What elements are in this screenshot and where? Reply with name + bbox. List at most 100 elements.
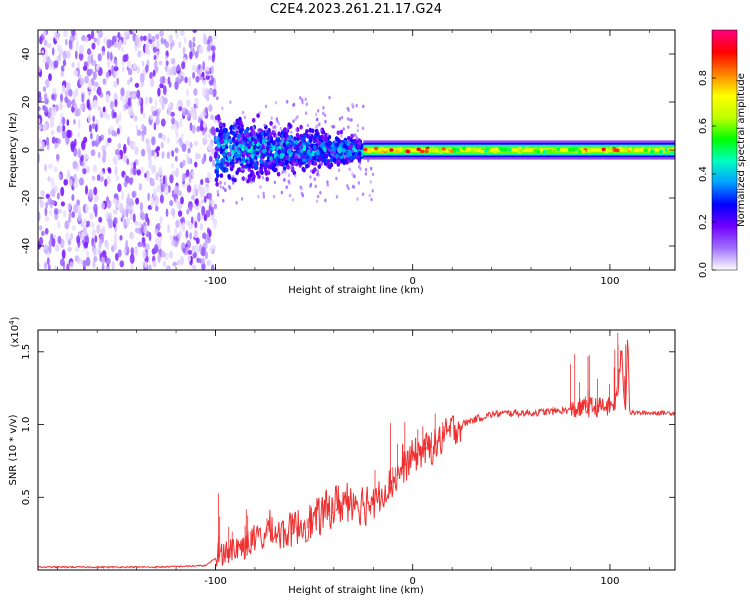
spectrogram-cell (153, 54, 157, 61)
spectrogram-cell (43, 93, 48, 102)
spectrogram-cell (359, 167, 362, 171)
spectrogram-cell (101, 263, 105, 270)
spectrogram-cell (86, 48, 92, 55)
spectrogram-cell (63, 30, 68, 38)
spectrogram-cell (371, 172, 375, 177)
spectrogram-cell (100, 175, 104, 182)
spectrogram-cell (309, 161, 312, 166)
spectrogram-cell (77, 118, 81, 129)
spectrogram-cell (192, 111, 196, 118)
spectrogram-cell (50, 177, 55, 188)
spectrogram-cell (94, 99, 98, 108)
spectrogram-cell (88, 68, 94, 75)
spectrogram-cell (316, 150, 320, 156)
spectrogram-cell (239, 129, 243, 134)
spectrogram-cell (499, 148, 504, 152)
spectrogram-cell (151, 35, 156, 43)
spectrogram-cell (166, 137, 170, 144)
colorbar-tick-label: 0.0 (698, 262, 709, 278)
snr-multiplier-exp: 4 (8, 320, 16, 325)
spectrogram-cell (517, 150, 522, 154)
spectrogram-cell (184, 76, 188, 84)
spectrogram-cell (56, 44, 62, 53)
spectrogram-cell (112, 155, 118, 165)
spectrogram-cell (210, 206, 214, 216)
spectrogram-cell (38, 106, 41, 112)
spectrogram-cell (113, 42, 119, 48)
spectrogram-cell (316, 139, 320, 145)
spectrogram-cell (282, 137, 285, 141)
spectrogram-cell (93, 241, 96, 248)
spectrogram-cell (129, 253, 135, 264)
spectrogram-cell (235, 141, 239, 147)
spectrogram-cell (106, 266, 110, 270)
spectrogram-cell (159, 96, 164, 104)
spectrogram-cell (45, 193, 50, 199)
spectrogram-cell (146, 217, 150, 227)
spectrogram-cell (268, 164, 273, 170)
spectrogram-cell (106, 39, 112, 49)
spectrogram-cell (175, 198, 179, 206)
spectrogram-cell (152, 69, 156, 77)
spectrogram-cell (64, 96, 69, 103)
spectrogram-cell (138, 183, 143, 191)
spectrogram-cell (160, 37, 165, 45)
spectrogram-cell (189, 122, 193, 132)
spectrogram-cell (305, 102, 308, 106)
spectrogram-cell (213, 83, 217, 90)
spectrogram-cell (141, 132, 145, 142)
spectrogram-cell (269, 160, 272, 164)
spectrogram-cell (483, 148, 488, 153)
spectrogram-cell (126, 217, 131, 226)
spectrogram-cell (38, 262, 41, 270)
spectrogram-cell (371, 189, 374, 193)
spectrogram-cell (293, 162, 296, 167)
spectrogram-cell (269, 156, 273, 162)
spectrogram-cell (306, 134, 311, 139)
spectrogram-cell (45, 201, 49, 209)
spectrogram-cell (324, 136, 328, 142)
spectrogram-cell (51, 47, 55, 56)
spectrogram-cell (79, 44, 84, 55)
spectrogram-cell (94, 123, 98, 133)
spectrogram-cell (328, 164, 332, 170)
spectrogram-cell (338, 148, 343, 153)
spectrogram-cell (194, 97, 198, 104)
spectrogram-cell (76, 199, 81, 207)
spectrogram-cell (134, 146, 139, 156)
spectrogram-cell (44, 106, 49, 113)
spectrogram-cell (52, 87, 57, 95)
spectrogram-cell (202, 122, 207, 129)
spectrogram-cell (157, 87, 161, 97)
spectrogram-cell (335, 153, 339, 159)
spectrogram-cell (250, 154, 255, 159)
spectrogram-cell (247, 144, 251, 150)
spectrogram-cell (275, 117, 278, 121)
spectrogram-cell (324, 132, 328, 138)
spectrogram-cell (117, 31, 121, 39)
spectrogram-cell (161, 151, 165, 159)
spectrogram-cell (320, 134, 324, 140)
spectrogram-cell (124, 103, 130, 110)
spectrogram-cell (533, 149, 538, 153)
spectrogram-cell (93, 186, 98, 196)
spectrogram-cell (46, 257, 50, 266)
spectrogram-cell (204, 251, 209, 260)
spectrogram-cell (40, 190, 45, 197)
spectrogram-cell (105, 211, 109, 220)
spectrogram-cell (251, 117, 256, 123)
spectrogram-cell (301, 193, 305, 198)
spectrogram-cell (57, 208, 63, 215)
spectrogram-cell (328, 140, 333, 146)
spectrogram-cell (238, 160, 241, 164)
spectrogram-cell (50, 129, 55, 136)
spectrogram-cell (47, 264, 51, 270)
spectrogram-cell (68, 216, 71, 224)
spectrogram-cell (187, 249, 193, 255)
spectrogram-cell (185, 108, 188, 115)
spectrogram-cell (87, 220, 91, 227)
spectrogram-cell (74, 109, 80, 117)
spectrogram-cell (121, 46, 124, 53)
spectrogram-cell (177, 78, 182, 85)
spectrogram-cell (117, 142, 122, 150)
